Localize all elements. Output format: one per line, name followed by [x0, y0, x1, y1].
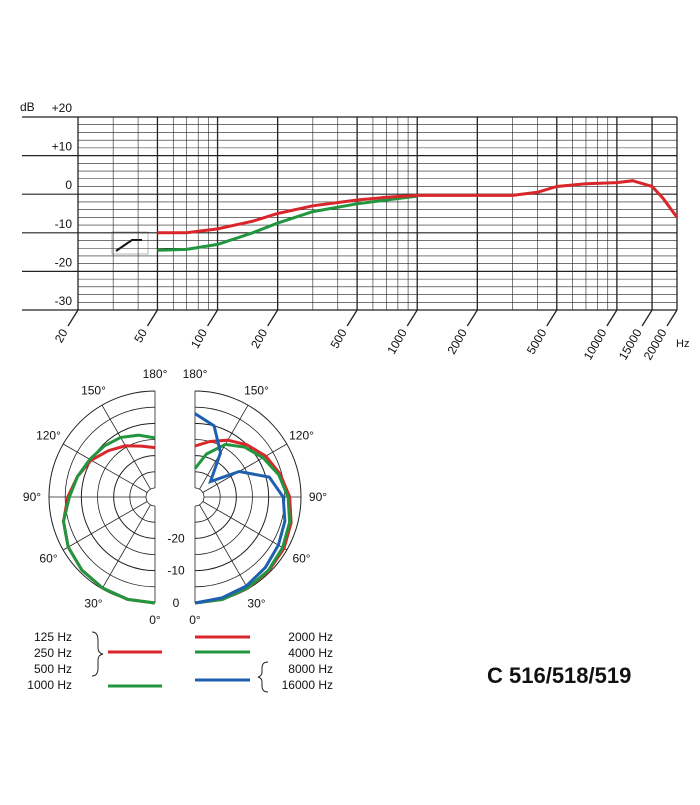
theta-tick-label: 60°: [292, 552, 310, 566]
theta-tick-label: 120°: [36, 429, 61, 443]
x-tick: [406, 309, 418, 327]
x-tick-label: 1000: [384, 326, 410, 356]
response-curve: [157, 179, 679, 235]
x-tick: [606, 309, 618, 327]
x-tick-label: 20000: [641, 326, 670, 362]
theta-tick-label: 150°: [244, 383, 269, 397]
polar-curve: [61, 433, 156, 605]
x-tick-label: 10000: [581, 326, 610, 362]
model-label: C 516/518/519: [487, 663, 631, 688]
x-tick-label: 5000: [524, 326, 550, 356]
grid-spoke: [199, 504, 249, 589]
x-tick: [641, 309, 653, 327]
theta-tick-label: 30°: [84, 597, 102, 611]
y-tick-label: -20: [55, 255, 73, 269]
y-tick-label: +10: [52, 140, 73, 154]
r-tick-label: -10: [167, 564, 185, 578]
y-tick-label: 0: [65, 178, 72, 192]
legend-label: 8000 Hz: [288, 662, 333, 676]
grid-ring-minor: [194, 487, 205, 507]
theta-tick-label: 60°: [39, 552, 57, 566]
y-tick-label: -30: [55, 294, 73, 308]
y-tick-label: +20: [52, 101, 73, 115]
legend-label: 4000 Hz: [288, 646, 333, 660]
theta-tick-label: 180°: [143, 367, 168, 381]
polar-curve: [193, 442, 292, 605]
theta-tick-label: 0°: [149, 613, 161, 627]
polar-curve: [194, 412, 287, 605]
legend-label: 250 Hz: [34, 646, 72, 660]
x-tick-label: 2000: [444, 326, 470, 356]
y-tick-label: -10: [55, 217, 73, 231]
theta-tick-label: 150°: [81, 383, 106, 397]
grid-spoke: [101, 504, 151, 589]
x-tick-label: 500: [328, 326, 350, 351]
legend-label: 2000 Hz: [288, 630, 333, 644]
theta-tick-label: 90°: [23, 490, 41, 504]
x-tick: [466, 309, 478, 327]
x-tick: [67, 309, 79, 327]
legend-brace: [257, 661, 269, 693]
legend-label: 500 Hz: [34, 662, 72, 676]
grid-ring-minor: [145, 487, 156, 507]
x-tick: [146, 309, 159, 327]
polar-curve: [61, 444, 156, 605]
x-tick-label: 15000: [616, 326, 645, 362]
theta-tick-label: 120°: [289, 429, 314, 443]
legend-label: 16000 Hz: [282, 678, 333, 692]
y-axis-label: dB: [20, 100, 35, 114]
legend-label: 1000 Hz: [27, 678, 72, 692]
theta-tick-label: 0°: [189, 613, 201, 627]
theta-tick-label: 30°: [247, 597, 265, 611]
grid-spoke: [63, 443, 148, 493]
r-tick-label: 0: [173, 596, 180, 610]
x-axis-label: Hz: [676, 338, 689, 350]
theta-tick-label: 90°: [309, 490, 327, 504]
x-tick-label: 20: [52, 326, 71, 345]
x-tick: [267, 309, 279, 327]
legend-label: 125 Hz: [34, 630, 72, 644]
x-tick: [346, 309, 358, 327]
x-tick: [546, 309, 558, 327]
grid-spoke: [202, 443, 287, 493]
x-tick-label: 50: [131, 326, 150, 345]
x-tick: [207, 309, 219, 327]
filter-icon: [115, 239, 142, 252]
grid-spoke: [202, 501, 287, 551]
theta-tick-label: 180°: [183, 367, 208, 381]
legend-brace: [91, 631, 104, 677]
grid-spoke: [199, 405, 249, 490]
r-tick-label: -20: [167, 531, 185, 545]
x-tick-label: 200: [248, 326, 270, 351]
x-tick-label: 100: [188, 326, 210, 351]
grid-spoke: [63, 501, 148, 551]
response-curve: [157, 194, 418, 252]
x-tick: [666, 309, 678, 327]
